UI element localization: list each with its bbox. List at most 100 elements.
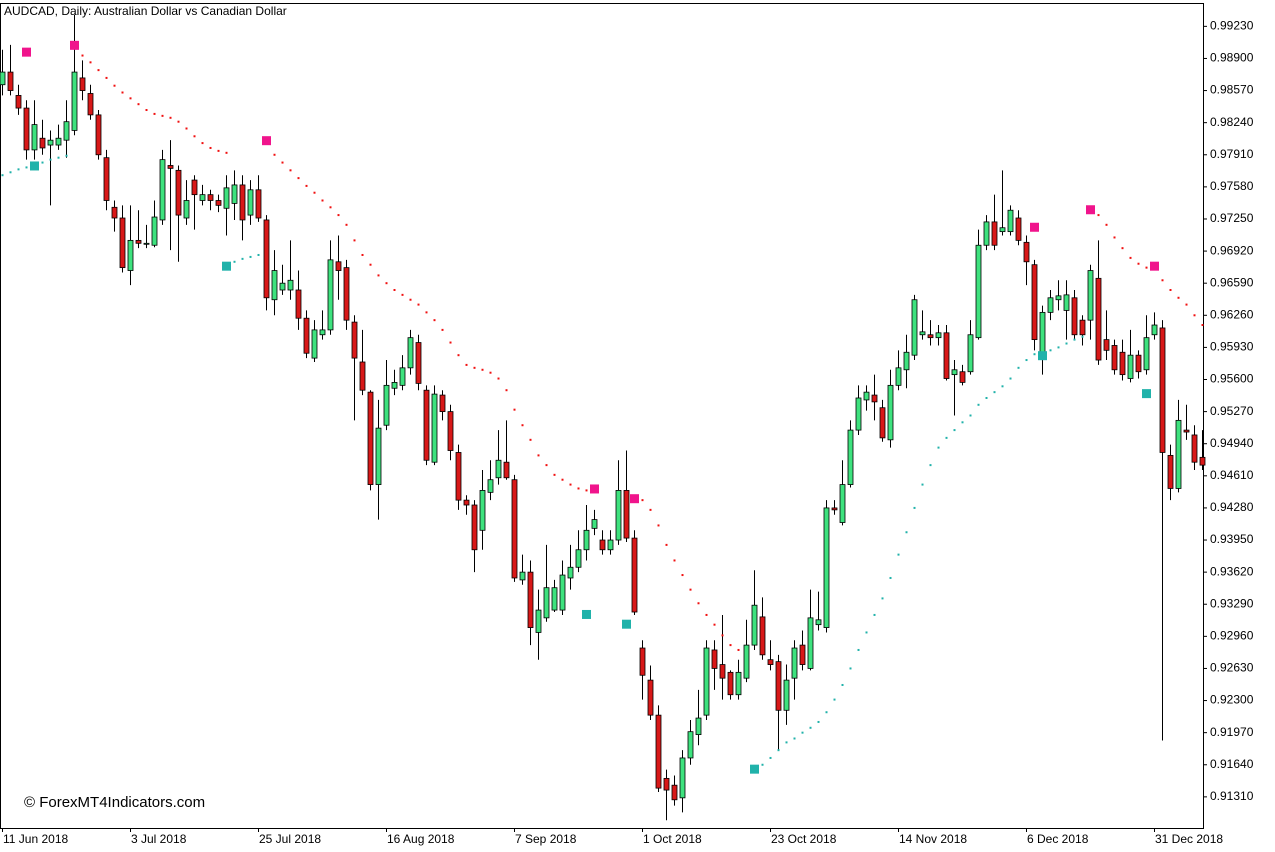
buy-signal [1142,389,1151,399]
upper-stop-dot [297,177,300,180]
lower-stop-dot [881,597,884,600]
candle-body [615,490,622,541]
candle-body [559,574,566,611]
upper-stop-dot [153,112,156,115]
candle-body [535,609,542,633]
candle-body [1007,209,1014,233]
upper-stop-dot [361,253,364,256]
y-tick-label: 0.96260 [1210,307,1254,321]
lower-stop-dot [1017,366,1020,369]
candle-body [1071,297,1078,336]
candle-body [207,194,214,201]
lower-stop-dot [41,161,44,164]
sell-signal [262,136,271,146]
upper-stop-dot [697,602,700,605]
upper-stop-dot [1121,247,1124,250]
candle-body [1127,354,1134,379]
upper-stop-dot [705,613,708,616]
upper-stop-dot [113,84,116,87]
candle-body [1143,337,1150,371]
lower-stop-dot [905,531,908,534]
lower-stop-dot [817,720,820,723]
upper-stop-dot [665,543,668,546]
candle-body [751,604,758,646]
upper-stop-dot [1169,288,1172,291]
upper-stop-dot [585,489,588,492]
candle-body [1023,241,1030,263]
candle-body [999,227,1006,233]
y-tick-label: 0.95600 [1210,372,1254,386]
candle-body [631,537,638,613]
x-tick-label: 7 Sep 2018 [515,832,577,846]
candle-body [911,299,918,356]
candle-body [319,329,326,336]
candle-body [335,261,342,271]
lower-stop-dot [841,683,844,686]
lower-stop-dot [993,391,996,394]
candle-body [231,184,238,204]
upper-stop-dot [137,103,140,106]
upper-stop-dot [1145,266,1148,269]
upper-stop-dot [721,634,724,637]
upper-stop-dot [121,91,124,94]
lower-stop-dot [233,260,236,263]
lower-stop-dot [1081,335,1084,338]
candle-body [1159,327,1166,453]
x-tick-label: 23 Oct 2018 [771,832,837,846]
upper-stop-dot [145,109,148,112]
upper-stop-dot [1193,314,1196,317]
candle-body [1063,294,1070,311]
watermark: © ForexMT4Indicators.com [24,794,205,811]
lower-stop-dot [953,429,956,432]
candle-body [511,479,518,579]
candle-body [463,499,470,506]
candle-body [471,504,478,551]
upper-stop-dot [1129,256,1132,259]
candle-body [519,571,526,581]
lower-stop-dot [825,711,828,714]
candle-body [847,429,854,485]
candle-body [151,216,158,246]
lower-stop-dot [1033,353,1036,356]
candle-body [431,393,438,463]
lower-stop-dot [1,174,4,177]
candle-body [943,332,950,379]
candle-body [1047,297,1054,313]
upper-stop-dot [641,499,644,502]
plot-frame [0,3,1204,829]
y-tick-label: 0.98570 [1210,83,1254,97]
candle-body [735,671,742,696]
upper-stop-dot [433,319,436,322]
candle-body [679,757,686,799]
candle-body [1103,339,1110,351]
upper-stop-dot [465,363,468,366]
lower-stop-dot [1057,346,1060,349]
upper-stop-dot [201,142,204,145]
upper-stop-dot [169,116,172,119]
y-tick-label: 0.98240 [1210,115,1254,129]
lower-stop-dot [809,726,812,729]
candle-body [599,539,606,551]
candle-body [455,452,462,501]
lower-stop-dot [985,396,988,399]
candle-body [591,519,598,529]
candle-body [647,679,654,716]
lower-stop-dot [961,421,964,424]
candle-body [247,189,254,216]
candle-body [759,616,766,656]
candle-body [199,194,206,201]
candle-body [1015,217,1022,241]
candle-body [0,71,6,86]
candle-body [1055,295,1062,301]
candle-body [375,427,382,485]
x-tick-label: 6 Dec 2018 [1027,832,1089,846]
lower-stop-dot [889,576,892,579]
candle-body [639,647,646,676]
upper-stop-dot [1097,214,1100,217]
y-tick-label: 0.93620 [1210,564,1254,578]
candle-body [663,777,670,791]
upper-stop-dot [489,371,492,374]
x-tick-label: 16 Aug 2018 [387,832,455,846]
